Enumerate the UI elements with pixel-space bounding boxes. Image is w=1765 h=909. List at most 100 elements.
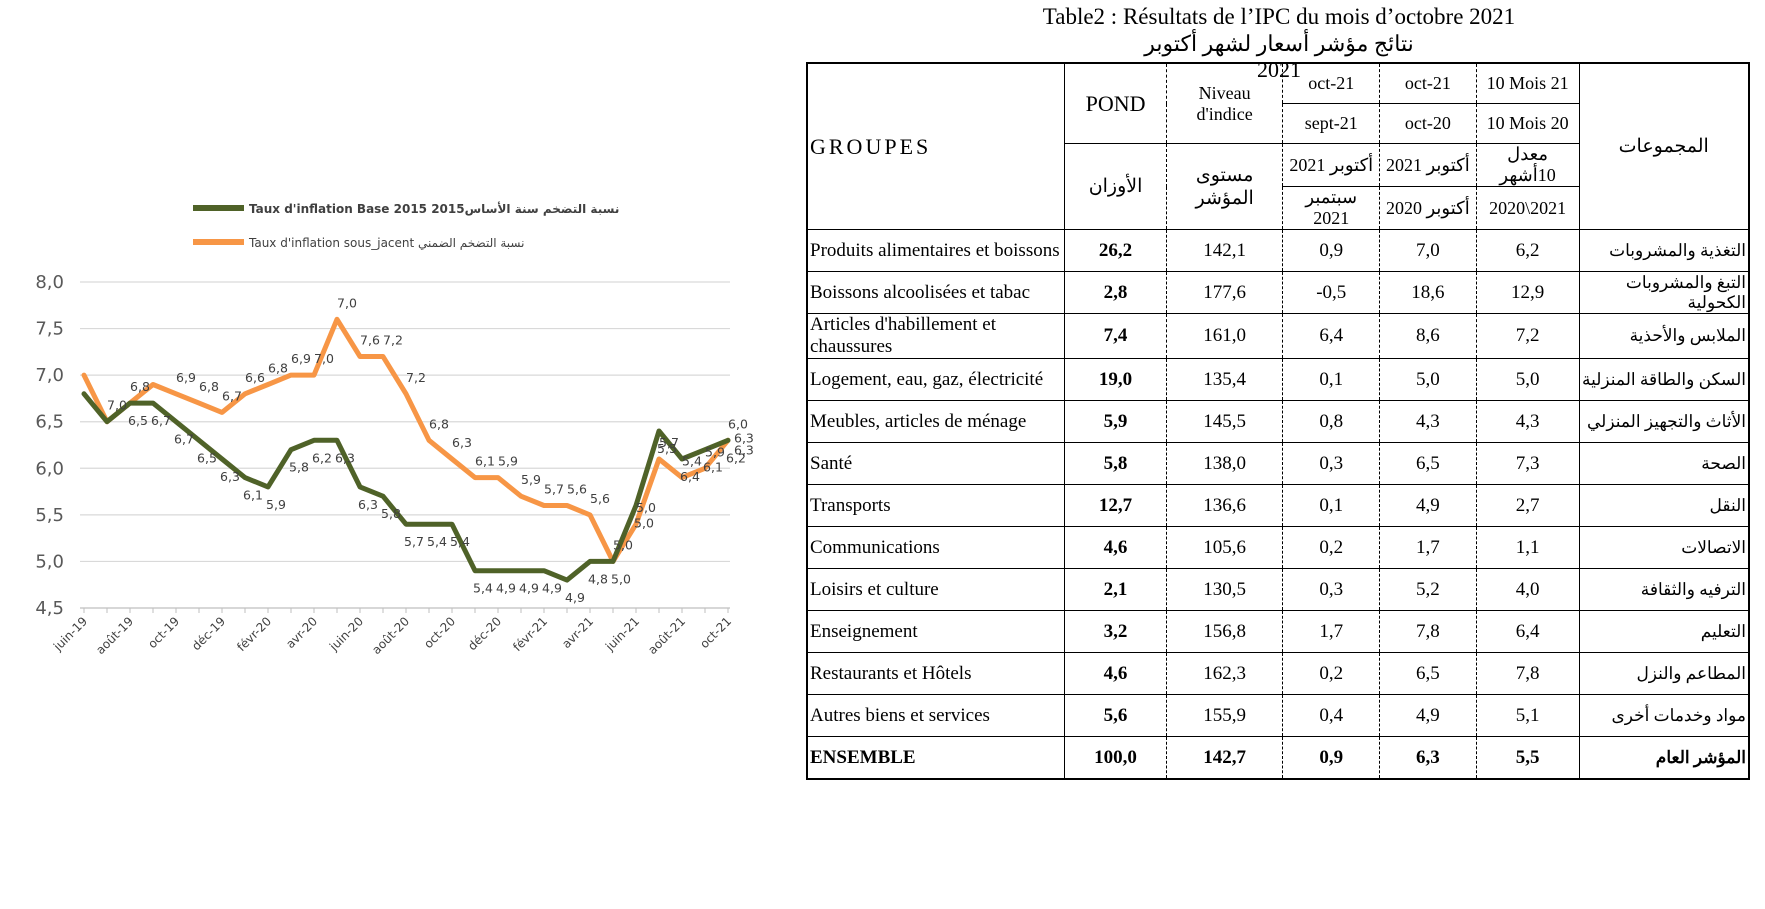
data-label: 6,6 (245, 370, 265, 385)
index-level-value: 142,7 (1165, 736, 1284, 780)
pond-value: 2,8 (1064, 271, 1167, 314)
data-label: 6,1 (703, 460, 723, 475)
table-row: Meubles, articles de ménage 5,9 145,5 0,8 4,… (806, 400, 1750, 443)
x-tick-label: août-20 (369, 614, 412, 657)
annual-change-value: 6,5 (1379, 442, 1477, 485)
data-label: 7,0 (337, 295, 357, 310)
monthly-change-value: 0,4 (1282, 694, 1381, 737)
annual-change-value: 5,0 (1379, 358, 1477, 401)
monthly-change-value: 0,3 (1282, 568, 1381, 611)
pond-value: 5,6 (1064, 694, 1167, 737)
data-label: 5,8 (381, 506, 401, 521)
annual-change-value: 6,3 (1379, 736, 1477, 780)
group-label-ar: الملابس والأحذية (1578, 313, 1750, 359)
y-tick-label: 4,5 (35, 598, 64, 619)
index-level-value: 155,9 (1165, 694, 1284, 737)
x-tick-label: avr-21 (559, 614, 596, 651)
group-label: Communications (806, 526, 1066, 569)
ten-month-average-value: 4,3 (1475, 400, 1580, 443)
data-label: 5,9 (705, 444, 725, 459)
data-label: 5,0 (636, 500, 656, 515)
index-level-value: 177,6 (1165, 271, 1284, 314)
annual-change-value: 6,5 (1379, 652, 1477, 695)
header-col3-bot: 10 Mois 20 (1475, 103, 1580, 144)
group-label-ar: التبغ والمشروبات الكحولية (1578, 271, 1750, 314)
pond-value: 100,0 (1064, 736, 1167, 780)
data-label: 6,3 (335, 450, 355, 465)
x-tick-label: juin-19 (50, 614, 90, 654)
data-label: 4,9 (519, 581, 539, 596)
group-label-ar: التغذية والمشروبات (1578, 229, 1750, 272)
data-label: 5,4 (473, 581, 493, 596)
group-label-ar: الأثاث والتجهيز المنزلي (1578, 400, 1750, 443)
data-label: 7,2 (383, 333, 403, 348)
pond-value: 12,7 (1064, 484, 1167, 527)
y-tick-label: 8,0 (35, 272, 64, 293)
data-label: 5,6 (590, 491, 610, 506)
data-label: 6,3 (358, 497, 378, 512)
header-col1-ar-bot: سبتمبر 2021 (1282, 186, 1381, 230)
end-data-label: 6,3 (734, 442, 754, 457)
y-tick-label: 5,5 (35, 505, 64, 526)
index-level-value: 161,0 (1165, 313, 1284, 359)
data-label: 5,9 (266, 497, 286, 512)
pond-value: 5,9 (1064, 400, 1167, 443)
pond-value: 7,4 (1064, 313, 1167, 359)
data-label: 5,6 (567, 482, 587, 497)
y-tick-label: 7,5 (35, 319, 64, 340)
x-tick-label: oct-19 (145, 614, 182, 651)
index-level-value: 136,6 (1165, 484, 1284, 527)
header-niveau-ar: مستوى المؤشر (1165, 143, 1284, 230)
monthly-change-value: 0,8 (1282, 400, 1381, 443)
ten-month-average-value: 7,8 (1475, 652, 1580, 695)
data-label: 6,8 (268, 360, 288, 375)
index-level-value: 130,5 (1165, 568, 1284, 611)
data-label: 7,0 (314, 351, 334, 366)
group-label: Meubles, articles de ménage (806, 400, 1066, 443)
monthly-change-value: 0,1 (1282, 484, 1381, 527)
pond-value: 2,1 (1064, 568, 1167, 611)
data-label: 6,7 (174, 432, 194, 447)
monthly-change-value: -0,5 (1282, 271, 1381, 314)
table-row: Autres biens et services 5,6 155,9 0,4 4,9 5,… (806, 694, 1750, 737)
series-line-base-2015 (81, 391, 731, 583)
data-label: 6,0 (728, 416, 748, 431)
ten-month-average-value: 7,3 (1475, 442, 1580, 485)
group-label: Santé (806, 442, 1066, 485)
data-label: 5,9 (521, 472, 541, 487)
header-col1-top: oct-21 (1282, 62, 1381, 104)
inflation-chart: 8,0 7,5 7,0 6,5 6,0 5,5 5,0 4,5 juin-19 août-19 oc… (0, 0, 790, 909)
data-label: 5,0 (634, 516, 654, 531)
monthly-change-value: 0,3 (1282, 442, 1381, 485)
header-col2-ar-top: أكتوبر 2021 (1379, 143, 1477, 187)
data-label: 6,9 (176, 370, 196, 385)
data-label: 6,8 (429, 416, 449, 431)
monthly-change-value: 0,9 (1282, 229, 1381, 272)
ten-month-average-value: 4,0 (1475, 568, 1580, 611)
group-label-ar: المطاعم والنزل (1578, 652, 1750, 695)
table-row: Communications 4,6 105,6 0,2 1,7 1,1 الاتصالات (806, 526, 1750, 569)
data-label: 7,2 (406, 370, 426, 385)
group-label-ar: السكن والطاقة المنزلية (1578, 358, 1750, 401)
data-label: 6,7 (151, 413, 171, 428)
ten-month-average-value: 5,0 (1475, 358, 1580, 401)
x-tick-label: août-19 (93, 614, 136, 657)
data-label: 7,0 (107, 398, 127, 413)
table-title-ar-text: نتائج مؤشر أسعار لشهر أكتوبر (1144, 31, 1414, 56)
group-label: Logement, eau, gaz, électricité (806, 358, 1066, 401)
pond-value: 3,2 (1064, 610, 1167, 653)
header-col1-bot: sept-21 (1282, 103, 1381, 144)
data-label: 5,4 (427, 534, 447, 549)
ten-month-average-value: 7,2 (1475, 313, 1580, 359)
data-label: 6,8 (130, 379, 150, 394)
header-col3-ar-top: معدل 10أشهر (1475, 143, 1580, 187)
index-level-value: 156,8 (1165, 610, 1284, 653)
annual-change-value: 5,2 (1379, 568, 1477, 611)
group-label: Restaurants et Hôtels (806, 652, 1066, 695)
x-tick-label: oct-21 (697, 614, 734, 651)
group-label: Boissons alcoolisées et tabac (806, 271, 1066, 314)
group-label: Produits alimentaires et boissons (806, 229, 1066, 272)
x-tick-label: févr-21 (510, 614, 550, 654)
table-row: Articles d'habillement et chaussures 7,4 1… (806, 313, 1750, 359)
x-tick-label: oct-20 (421, 614, 458, 651)
